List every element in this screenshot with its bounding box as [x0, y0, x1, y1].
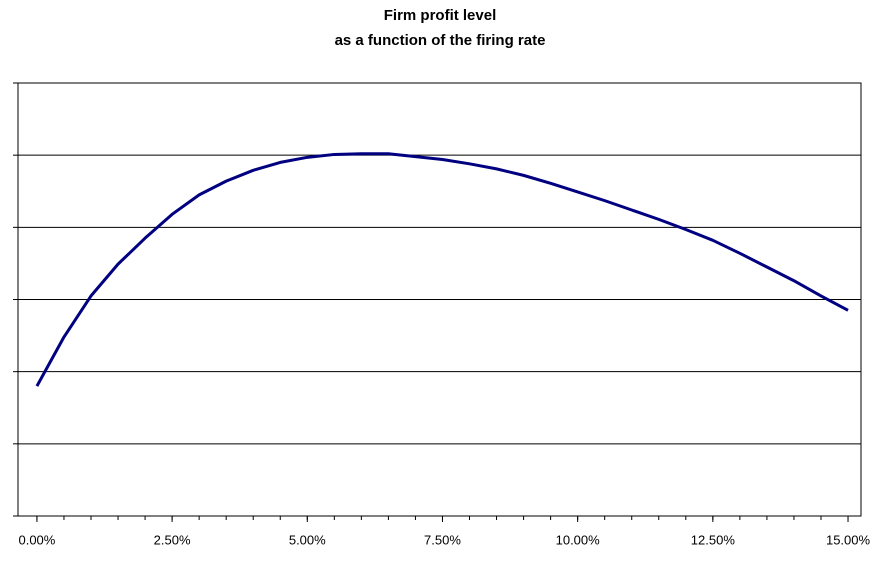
x-tick-label: 15.00% [826, 532, 871, 547]
x-tick-label: 2.50% [154, 532, 191, 547]
chart-title: as a function of the firing rate [335, 32, 546, 49]
x-tick-label: 10.00% [556, 532, 601, 547]
x-tick-label: 5.00% [289, 532, 326, 547]
x-tick-label: 0.00% [18, 532, 55, 547]
series-line [35, 152, 849, 387]
chart-title: Firm profit level [384, 7, 497, 24]
x-tick-label: 12.50% [691, 532, 736, 547]
x-tick-label: 7.50% [424, 532, 461, 547]
